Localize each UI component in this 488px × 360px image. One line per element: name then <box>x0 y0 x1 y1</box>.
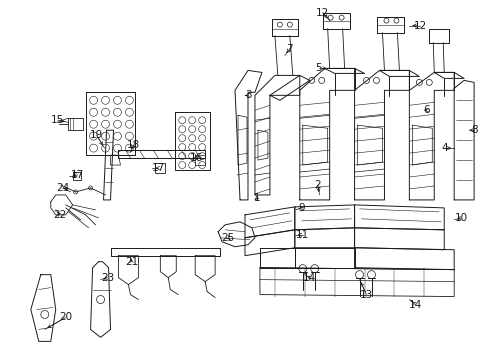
Text: 6: 6 <box>422 105 429 115</box>
Text: 17: 17 <box>151 163 164 173</box>
Text: 22: 22 <box>53 210 66 220</box>
Text: 12: 12 <box>413 21 426 31</box>
Text: 9: 9 <box>298 203 305 213</box>
Text: 25: 25 <box>221 233 234 243</box>
Text: 24: 24 <box>56 183 69 193</box>
Text: 17: 17 <box>71 170 84 180</box>
Text: 14: 14 <box>303 273 316 283</box>
Text: 14: 14 <box>408 300 421 310</box>
Text: 18: 18 <box>126 140 140 150</box>
Text: 12: 12 <box>315 8 328 18</box>
Text: 10: 10 <box>454 213 467 223</box>
Text: 8: 8 <box>470 125 476 135</box>
Text: 23: 23 <box>101 273 114 283</box>
Text: 2: 2 <box>314 180 321 190</box>
Text: 5: 5 <box>315 63 322 73</box>
Text: 3: 3 <box>244 90 251 100</box>
Text: 19: 19 <box>90 130 103 140</box>
Text: 4: 4 <box>441 143 447 153</box>
Text: 13: 13 <box>359 289 372 300</box>
Text: 1: 1 <box>253 193 260 203</box>
Text: 21: 21 <box>124 257 138 267</box>
Text: 16: 16 <box>189 153 203 163</box>
Text: 20: 20 <box>59 312 72 323</box>
Text: 15: 15 <box>51 115 64 125</box>
Text: 11: 11 <box>296 230 309 240</box>
Text: 7: 7 <box>286 44 292 54</box>
